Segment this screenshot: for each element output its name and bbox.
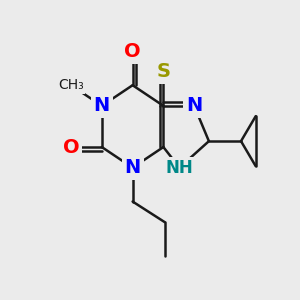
Text: N: N (186, 96, 202, 115)
Text: N: N (124, 158, 141, 177)
Text: N: N (94, 96, 110, 115)
Text: S: S (156, 62, 170, 82)
Text: CH₃: CH₃ (58, 78, 84, 92)
Text: O: O (63, 138, 79, 157)
Text: O: O (124, 42, 141, 61)
Text: methyl: methyl (64, 85, 70, 86)
Text: methyl: methyl (71, 82, 76, 84)
Text: NH: NH (166, 159, 193, 177)
